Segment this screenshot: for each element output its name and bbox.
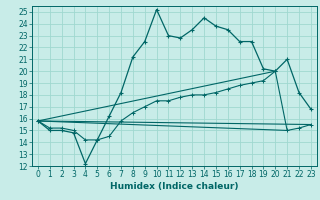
X-axis label: Humidex (Indice chaleur): Humidex (Indice chaleur): [110, 182, 239, 191]
